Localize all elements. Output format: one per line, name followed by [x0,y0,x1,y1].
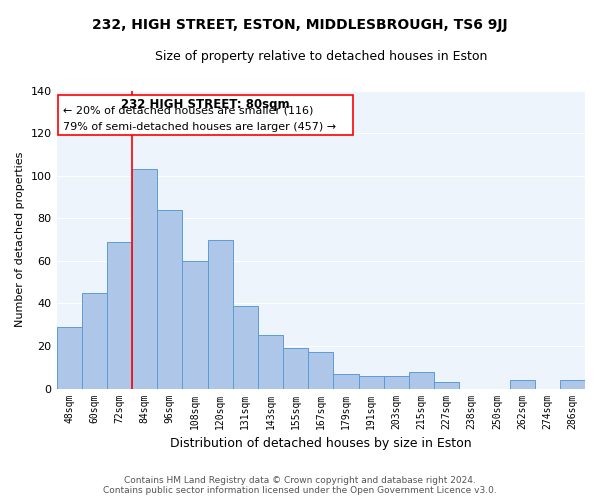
Bar [82,293,107,388]
Text: Contains HM Land Registry data © Crown copyright and database right 2024.
Contai: Contains HM Land Registry data © Crown c… [103,476,497,495]
Bar [383,376,409,388]
Bar [157,210,182,388]
Bar [233,306,258,388]
Text: 232, HIGH STREET, ESTON, MIDDLESBROUGH, TS6 9JJ: 232, HIGH STREET, ESTON, MIDDLESBROUGH, … [92,18,508,32]
Bar [308,352,334,388]
Bar [208,240,233,388]
Bar [182,261,208,388]
FancyBboxPatch shape [58,95,353,136]
Bar [334,374,359,388]
Y-axis label: Number of detached properties: Number of detached properties [15,152,25,327]
Bar [258,336,283,388]
Bar [107,242,132,388]
Bar [56,327,82,388]
Text: 232 HIGH STREET: 80sqm: 232 HIGH STREET: 80sqm [121,98,290,111]
Bar [560,380,585,388]
Bar [359,376,383,388]
Bar [283,348,308,389]
Bar [132,170,157,388]
X-axis label: Distribution of detached houses by size in Eston: Distribution of detached houses by size … [170,437,472,450]
Bar [509,380,535,388]
Bar [409,372,434,388]
Text: ← 20% of detached houses are smaller (116): ← 20% of detached houses are smaller (11… [63,106,313,116]
Bar [434,382,459,388]
Text: 79% of semi-detached houses are larger (457) →: 79% of semi-detached houses are larger (… [63,122,336,132]
Title: Size of property relative to detached houses in Eston: Size of property relative to detached ho… [155,50,487,63]
